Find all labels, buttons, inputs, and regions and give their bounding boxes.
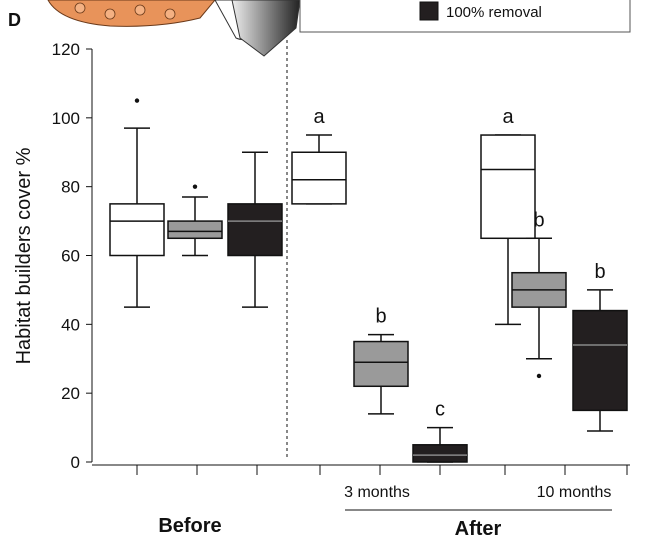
outlier (134, 98, 140, 103)
box (412, 444, 468, 463)
time-label: 10 months (537, 484, 612, 501)
significance-letter: b (533, 209, 544, 231)
y-tick-label: 0 (71, 453, 80, 472)
outlier (192, 184, 198, 189)
legend-box (299, 0, 631, 33)
panel-label: D (8, 10, 21, 30)
box (291, 151, 347, 205)
box (480, 134, 536, 240)
box (167, 220, 223, 240)
y-tick-label: 80 (61, 178, 80, 197)
y-tick-label: 40 (61, 315, 80, 334)
significance-letter: b (375, 306, 386, 328)
y-tick-label: 120 (52, 40, 80, 59)
significance-letter: a (502, 106, 514, 128)
significance-letter: a (313, 106, 325, 128)
y-axis-title: Habitat builders cover % (13, 147, 35, 364)
outlier (536, 373, 542, 379)
time-label: 3 months (344, 484, 410, 501)
period-label: After (455, 518, 502, 540)
box (109, 203, 165, 257)
legend: 100% removal (419, 1, 542, 21)
period-label: Before (158, 515, 221, 537)
y-tick-label: 100 (52, 109, 80, 128)
significance-letter: c (435, 399, 445, 421)
illustration (47, 0, 301, 57)
legend-swatch (419, 1, 439, 21)
significance-letter: b (594, 261, 605, 283)
box (572, 309, 628, 412)
y-tick-label: 60 (61, 247, 80, 266)
box (353, 340, 409, 388)
box (227, 203, 283, 257)
legend-label: 100% removal (446, 4, 542, 21)
y-tick-label: 20 (61, 384, 80, 403)
